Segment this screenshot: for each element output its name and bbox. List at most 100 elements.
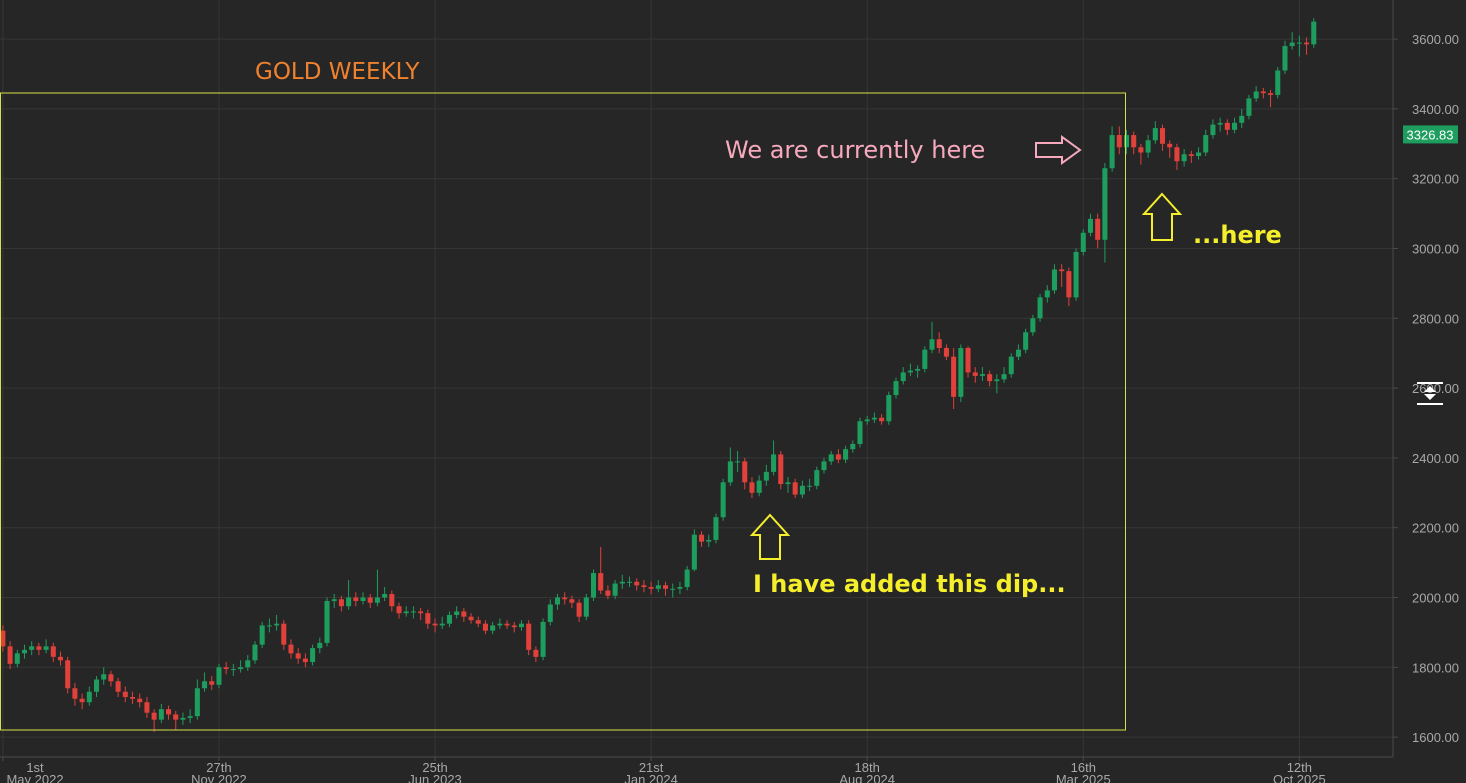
candle-body xyxy=(576,602,582,617)
candle-body xyxy=(274,623,280,626)
candle-body xyxy=(209,681,215,685)
candle-body xyxy=(432,623,438,626)
candle-body xyxy=(230,669,236,671)
candle-body xyxy=(598,573,604,591)
candle-body xyxy=(1131,135,1137,148)
y-tick-label: 3400.00 xyxy=(1412,102,1459,117)
candle-body xyxy=(43,646,49,650)
y-tick-label: 2200.00 xyxy=(1412,521,1459,536)
candle-body xyxy=(266,625,272,627)
candle-body xyxy=(1044,290,1050,298)
candle-body xyxy=(951,356,957,397)
price-tag: 3326.83 xyxy=(1403,125,1458,144)
candle-body xyxy=(886,395,892,422)
candle-body xyxy=(346,597,352,607)
candle-body xyxy=(619,581,625,584)
candle-body xyxy=(1239,115,1245,123)
scale-icon xyxy=(1417,382,1443,405)
candle-body xyxy=(1210,124,1216,136)
candle-body xyxy=(900,372,906,382)
y-tick-label: 3000.00 xyxy=(1412,241,1459,256)
candle-body xyxy=(1232,122,1238,130)
candle-body xyxy=(583,597,589,617)
candle-body xyxy=(1138,147,1144,153)
candle-body xyxy=(1246,98,1252,116)
y-axis: 1600.00 1800.00 2000.00 2200.00 2400.00 2600.… xyxy=(1393,32,1459,745)
candle-body xyxy=(93,679,100,692)
candle-body xyxy=(151,712,157,720)
candle-body xyxy=(1037,297,1043,319)
candle-body xyxy=(857,421,863,444)
candle-body xyxy=(374,597,380,603)
candle-body xyxy=(713,517,719,540)
candle-body xyxy=(1109,135,1115,169)
candle-body xyxy=(663,585,669,589)
arrow-up xyxy=(1141,192,1183,241)
y-tick-label: 3600.00 xyxy=(1412,32,1459,47)
candle-body xyxy=(533,649,539,657)
candle-body xyxy=(1282,46,1288,71)
candle-body xyxy=(634,581,640,586)
candle-body xyxy=(958,347,964,397)
candle-body xyxy=(1023,332,1029,350)
candle-body xyxy=(1196,152,1202,157)
candle-body xyxy=(353,597,359,601)
candle-body xyxy=(655,585,661,589)
candle-body xyxy=(50,646,56,657)
candle-body xyxy=(540,621,546,657)
candle-body xyxy=(439,623,445,626)
candle-body xyxy=(1095,218,1101,240)
candle-body xyxy=(763,471,769,481)
candle-body xyxy=(497,623,503,626)
candle-body xyxy=(173,714,179,720)
candle-body xyxy=(828,454,834,462)
icon-arrows xyxy=(1424,386,1436,400)
annotation: ...here xyxy=(1193,221,1282,249)
candle-body xyxy=(735,461,741,463)
candle-body xyxy=(86,691,92,703)
candle-body xyxy=(843,449,849,460)
candle-body xyxy=(382,594,388,598)
candle-body xyxy=(1181,154,1187,162)
candle-body xyxy=(987,374,993,382)
candle-body xyxy=(223,667,229,670)
candle-body xyxy=(1268,93,1274,95)
candle-body xyxy=(1224,122,1230,130)
candle-body xyxy=(1001,374,1007,380)
x-tick-label: 16th xyxy=(1071,760,1096,775)
candle-body xyxy=(7,646,13,664)
candle-body xyxy=(468,616,474,621)
candle-body xyxy=(180,717,186,720)
candle-body xyxy=(526,623,532,650)
candle-body xyxy=(807,485,813,487)
candle-body xyxy=(850,443,856,450)
candle-body xyxy=(893,381,899,396)
candle-body xyxy=(605,590,611,596)
candle-body xyxy=(302,658,308,663)
candle-body xyxy=(871,417,877,420)
candle-body xyxy=(936,339,942,348)
x-tick-sublabel: Mar 2025 xyxy=(1056,772,1111,783)
candle-body xyxy=(742,461,748,483)
arrow-right xyxy=(1035,135,1082,165)
candle-body xyxy=(396,606,402,614)
candle-body xyxy=(1059,269,1065,272)
candle-body xyxy=(785,482,791,485)
candle-body xyxy=(137,698,143,703)
candle-body xyxy=(281,623,287,645)
y-tick-label: 2600.00 xyxy=(1412,381,1459,396)
x-tick-sublabel: Oct 2025 xyxy=(1273,772,1326,783)
candle-body xyxy=(1030,318,1036,333)
candle-body xyxy=(490,625,496,631)
candle-body xyxy=(1152,128,1158,141)
candle-body xyxy=(475,620,481,624)
candle-body xyxy=(648,587,654,589)
candle-body xyxy=(425,613,431,624)
candle-body xyxy=(792,482,798,495)
candle-body xyxy=(1102,168,1108,240)
candle-body xyxy=(79,698,85,703)
candle-body xyxy=(1167,143,1173,148)
candle-body xyxy=(943,347,949,357)
candle-body xyxy=(1174,147,1180,162)
candle-body xyxy=(756,480,762,493)
